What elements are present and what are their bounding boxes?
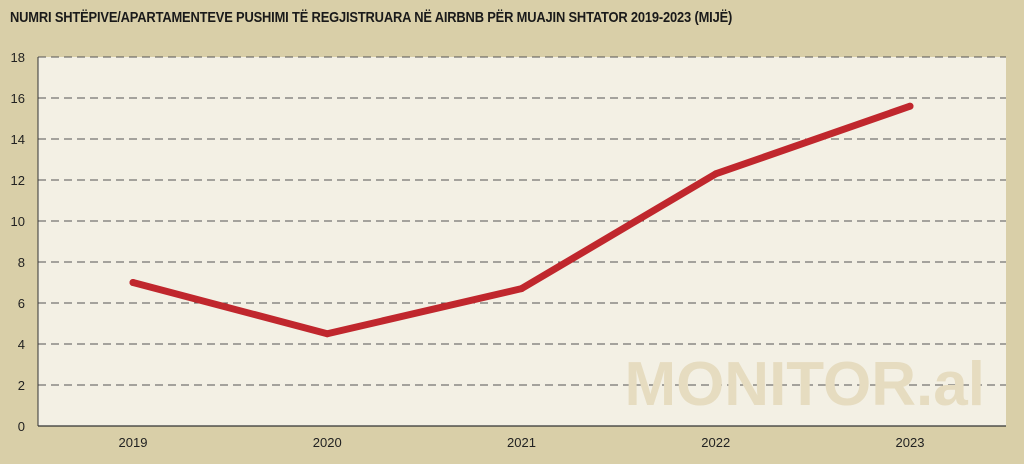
y-tick-label: 16: [11, 91, 25, 106]
watermark-text: MONITOR.al: [624, 350, 985, 419]
y-tick-label: 14: [11, 132, 25, 147]
grid-lines: [38, 56, 1006, 386]
y-tick-label: 8: [18, 255, 25, 270]
data-point: [323, 330, 331, 338]
x-tick-label: 2022: [701, 435, 730, 450]
axes: [37, 57, 1006, 427]
x-tick-label: 2019: [119, 435, 148, 450]
x-tick-label: 2023: [896, 435, 925, 450]
y-tick-label: 6: [18, 296, 25, 311]
y-axis-tick-labels: 0 2 4 6 8 10 12 14 16 18: [11, 50, 25, 434]
y-tick-label: 12: [11, 173, 25, 188]
data-point: [906, 102, 914, 110]
plot-area: [38, 57, 1006, 426]
data-point: [712, 170, 720, 178]
chart-title: NUMRI SHTËPIVE/APARTAMENTEVE PUSHIMI TË …: [10, 9, 733, 26]
data-point: [129, 279, 137, 286]
data-point: [518, 285, 525, 293]
x-tick-label: 2021: [507, 435, 536, 450]
y-tick-label: 2: [18, 378, 25, 393]
y-tick-label: 10: [11, 214, 25, 229]
x-axis-tick-labels: 2019 2020 2021 2022 2023: [119, 435, 925, 450]
series-layer: [129, 102, 914, 338]
x-tick-label: 2020: [313, 435, 342, 450]
y-tick-label: 4: [18, 337, 25, 352]
y-tick-label: 18: [11, 50, 25, 65]
y-tick-label: 0: [18, 419, 25, 434]
